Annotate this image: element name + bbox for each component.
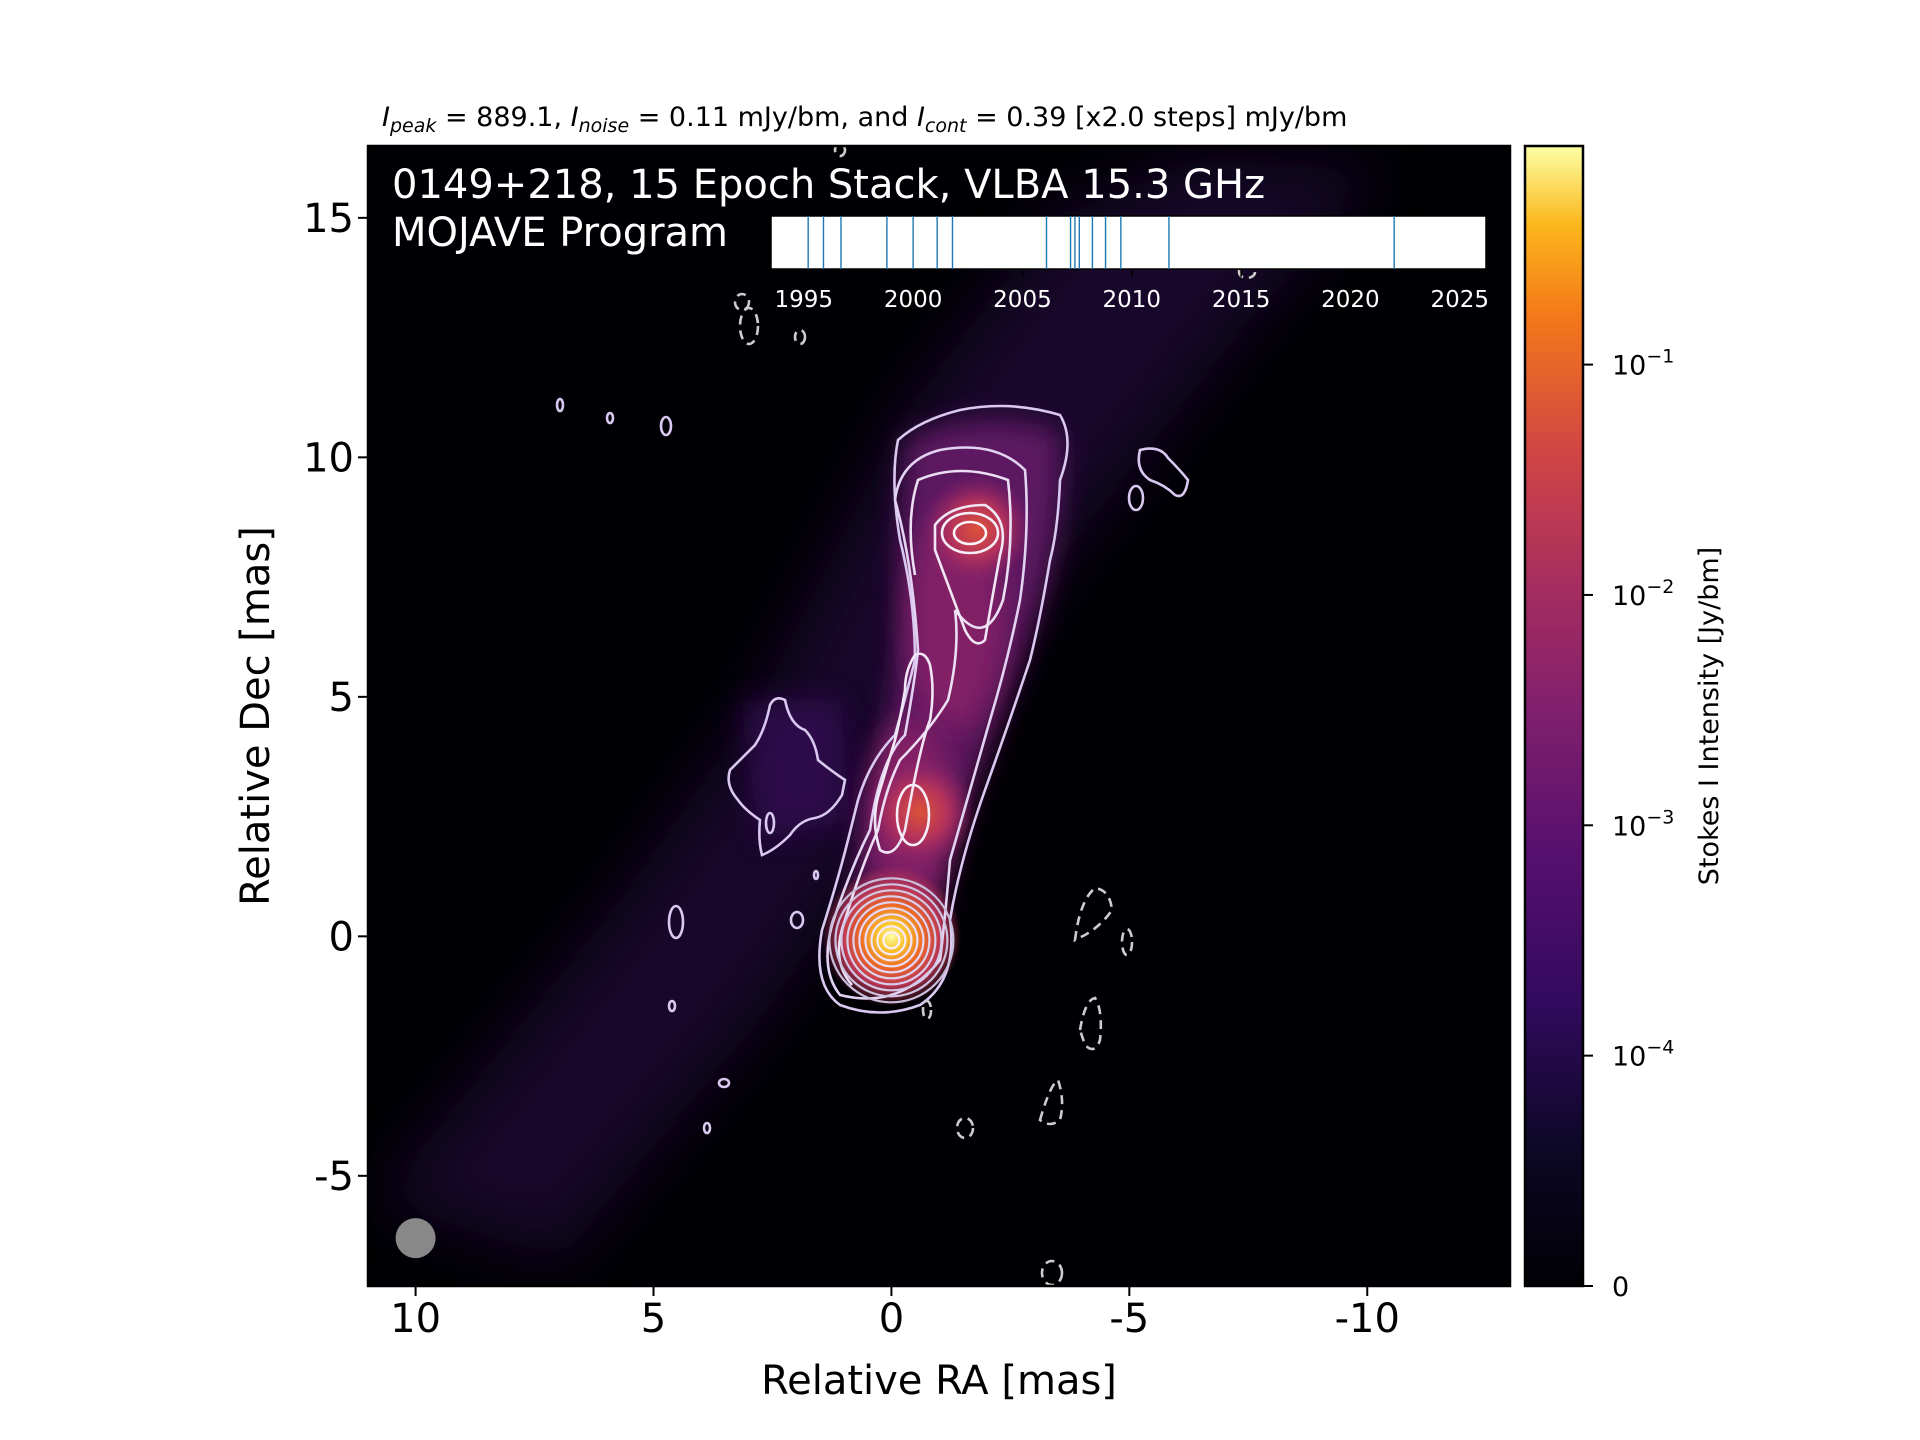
timeline-tick-label: 2005	[993, 287, 1052, 313]
contour-overlay	[555, 146, 1257, 1286]
colorbar-label: Stokes I Intensity [Jy/bm]	[1694, 547, 1725, 885]
core-contour	[882, 931, 901, 950]
contour-knot-inner	[940, 511, 1000, 555]
y-axis-label: Relative Dec [mas]	[233, 526, 279, 906]
core-contour	[834, 883, 949, 998]
neg-contour	[1073, 886, 1114, 943]
core-contour	[846, 895, 937, 986]
core-contour	[858, 907, 925, 974]
contour-knot-west	[933, 503, 1005, 645]
y-tick-label: 5	[329, 675, 354, 721]
core-contours	[828, 877, 955, 1004]
x-tick-label: 10	[390, 1296, 441, 1342]
neg-contour	[733, 292, 751, 312]
core-component	[821, 866, 962, 1007]
contour-blob	[812, 869, 820, 881]
contour-blob	[717, 1077, 731, 1089]
x-tick-label: -5	[1109, 1296, 1149, 1342]
neg-contour	[1078, 996, 1103, 1051]
contour-blob	[764, 811, 776, 835]
y-tick-label: 0	[329, 914, 354, 960]
plot-frame	[366, 144, 1512, 1288]
negative-contours	[733, 146, 1257, 1286]
y-tick-label: 10	[303, 435, 354, 481]
contour-knot-peak	[952, 520, 988, 546]
contour-outer	[818, 404, 1069, 1014]
jet-knot	[922, 474, 1033, 585]
timeline-tick-label: 2025	[1430, 287, 1489, 313]
core-contour	[876, 925, 907, 956]
diffuse-emission-west	[740, 700, 850, 840]
x-tick-label: -10	[1335, 1296, 1400, 1342]
x-axis-label: Relative RA [mas]	[761, 1358, 1117, 1404]
contour-2	[826, 446, 1028, 1000]
contour-mid-inner	[895, 783, 931, 847]
core-contour	[840, 889, 943, 992]
contour-blob	[667, 999, 677, 1013]
colorbar-tick-label: 0	[1612, 1272, 1629, 1303]
neg-contour	[738, 306, 760, 346]
epoch-timeline: 1995 2000 2005 2010 2015 2020 2025	[770, 215, 1489, 313]
timeline-tick-label: 1995	[775, 287, 834, 313]
contour-blob	[667, 904, 685, 940]
timeline-tick-label: 2015	[1212, 287, 1271, 313]
chart-title: Ipeak = 889.1, Inoise = 0.11 mJy/bm, and…	[382, 102, 1347, 137]
overlay-title-line1: 0149+218, 15 Epoch Stack, VLBA 15.3 GHz	[392, 162, 1265, 208]
contour-blob	[659, 415, 673, 437]
colorbar-tick-label: 10−1	[1612, 346, 1674, 382]
timeline-tick-label: 2010	[1103, 287, 1162, 313]
neg-contour	[793, 328, 807, 346]
contour-side-lobe	[727, 697, 847, 857]
timeline-tick-label: 2000	[884, 287, 943, 313]
neg-contour	[833, 146, 847, 158]
neg-contour	[955, 1116, 975, 1140]
colorbar-tick-label: 10−3	[1612, 806, 1674, 842]
neg-contour	[1038, 1078, 1064, 1126]
neg-contour	[1120, 927, 1134, 957]
beam-ellipse	[395, 1218, 436, 1259]
neg-contour	[921, 999, 933, 1021]
x-tick-label: 5	[641, 1296, 666, 1342]
contour-blob	[1127, 484, 1145, 512]
contour-mid-knot	[873, 652, 934, 854]
jet-knot	[864, 756, 975, 867]
contour-blob	[555, 397, 565, 413]
colorbar: 0 10−4 10−3 10−2 10−1 Stokes I Intensity [Jy…	[1523, 144, 1725, 1303]
core-contour	[864, 913, 919, 968]
contour-blob	[605, 411, 615, 425]
colorbar-gradient	[1523, 144, 1585, 1288]
y-tick-label: -5	[314, 1154, 354, 1200]
colorbar-tick-label: 10−4	[1612, 1037, 1674, 1073]
x-tick-label: 0	[879, 1296, 904, 1342]
core-contour	[870, 919, 913, 962]
timeline-box	[770, 215, 1487, 270]
core-contour	[852, 901, 931, 980]
contour-northwest	[1137, 447, 1190, 498]
contour-blob	[702, 1121, 712, 1135]
overlay-title-line2: MOJAVE Program	[392, 210, 728, 256]
y-tick-label: 15	[303, 196, 354, 242]
diffuse-emission	[380, 160, 1380, 1260]
timeline-tick-label: 2020	[1321, 287, 1380, 313]
colorbar-tick-label: 10−2	[1612, 576, 1674, 612]
contour-blob	[789, 910, 805, 930]
intensity-map	[368, 146, 1510, 1286]
core-contour	[828, 877, 955, 1004]
